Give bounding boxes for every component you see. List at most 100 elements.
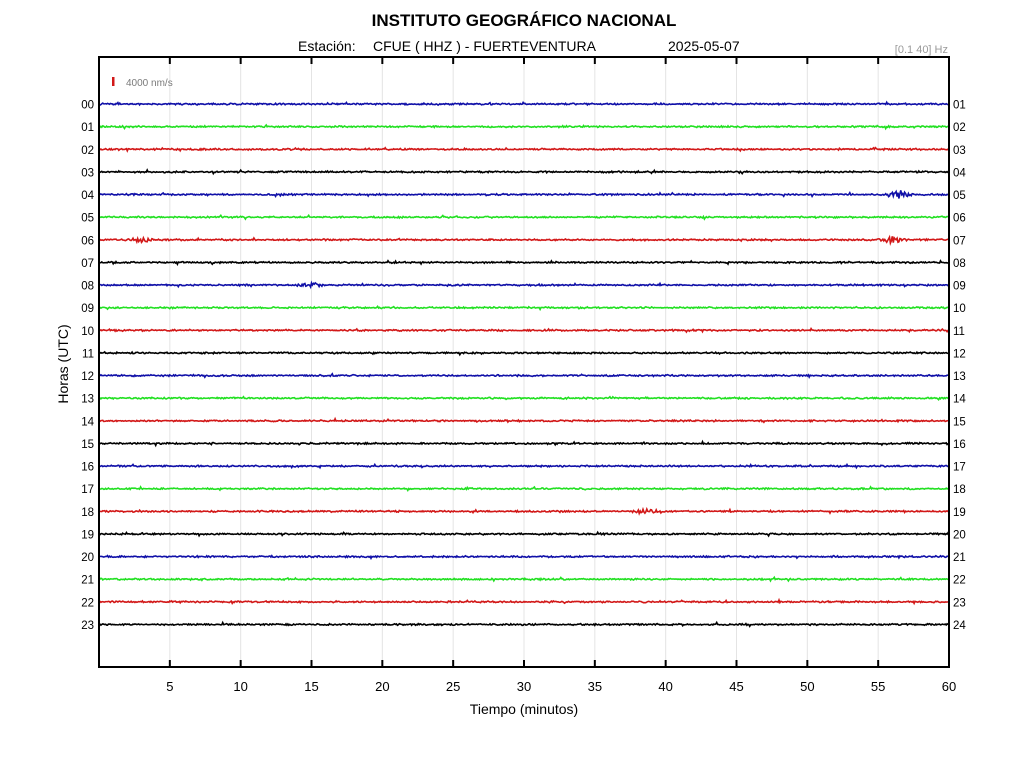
hour-label-right: 09 [953, 281, 966, 293]
hour-label-left: 10 [81, 326, 94, 338]
trace-hour-07 [98, 259, 950, 267]
station-label: Estación: [298, 38, 356, 54]
hour-label-left: 18 [81, 507, 94, 519]
x-tick-label: 45 [729, 679, 743, 694]
trace-hour-17 [98, 485, 950, 492]
hour-label-right: 03 [953, 145, 966, 157]
x-tick-label: 40 [658, 679, 672, 694]
trace-hour-08 [98, 280, 950, 290]
x-tick-label: 55 [871, 679, 885, 694]
trace-hour-03 [98, 168, 950, 176]
trace-hour-14 [98, 416, 950, 424]
hour-label-left: 22 [81, 597, 94, 609]
chart-title: INSTITUTO GEOGRÁFICO NACIONAL [372, 11, 677, 30]
x-tick-label: 25 [446, 679, 460, 694]
hour-label-left: 19 [81, 529, 94, 541]
hour-label-right: 13 [953, 371, 966, 383]
hour-label-right: 08 [953, 258, 966, 270]
hour-label-right: 10 [953, 303, 966, 315]
trace-hour-20 [98, 554, 950, 561]
filter-label: [0.1 40] Hz [895, 44, 948, 56]
axis-ticks [168, 57, 880, 667]
trace-hour-06 [98, 234, 950, 247]
trace-hour-23 [98, 620, 950, 628]
hour-label-left: 12 [81, 371, 94, 383]
hour-label-right: 18 [953, 484, 966, 496]
trace-hour-11 [98, 350, 950, 357]
hour-label-right: 16 [953, 439, 966, 451]
hour-label-left: 05 [81, 213, 94, 225]
hour-label-right: 12 [953, 348, 966, 360]
hour-label-right: 01 [953, 100, 966, 112]
hour-label-right: 14 [953, 394, 966, 406]
x-tick-labels: 5 10 15 20 25 30 35 40 45 50 55 60 [166, 679, 956, 694]
x-tick-label: 20 [375, 679, 389, 694]
right-hour-labels: 01 02 03 04 05 06 07 08 09 10 11 12 13 14 15 16 17 18 19 20… [953, 100, 966, 632]
trace-hour-00 [98, 100, 950, 107]
x-tick-label: 60 [942, 679, 956, 694]
hour-label-left: 07 [81, 258, 94, 270]
trace-hour-09 [98, 304, 950, 312]
scale-bar [112, 77, 115, 86]
station-name: CFUE ( HHZ ) - FUERTEVENTURA [373, 38, 597, 54]
hour-label-right: 11 [953, 326, 965, 338]
x-tick-label: 10 [233, 679, 247, 694]
hour-label-left: 08 [81, 281, 94, 293]
vertical-grid [169, 57, 879, 667]
hour-label-left: 17 [81, 484, 94, 496]
hour-label-left: 06 [81, 235, 94, 247]
trace-hour-19 [98, 530, 950, 538]
left-hour-labels: 00 01 02 03 04 05 06 07 08 09 10 11 12 13 14 15 16 17 18 19… [81, 100, 94, 632]
hour-label-left: 13 [81, 394, 94, 406]
hour-label-right: 06 [953, 213, 966, 225]
x-tick-label: 35 [588, 679, 602, 694]
scale-label: 4000 nm/s [126, 78, 173, 89]
hour-label-right: 22 [953, 575, 966, 587]
x-tick-label: 15 [304, 679, 318, 694]
trace-hour-01 [98, 123, 950, 131]
hour-label-left: 01 [81, 122, 94, 134]
hour-label-right: 17 [953, 462, 966, 474]
trace-hour-22 [98, 597, 950, 606]
x-axis-label: Tiempo (minutos) [470, 701, 578, 717]
hour-label-right: 04 [953, 167, 966, 179]
trace-hour-02 [98, 146, 950, 153]
date-label: 2025-05-07 [668, 38, 740, 54]
hour-label-left: 14 [81, 416, 94, 428]
trace-hour-15 [98, 439, 950, 448]
hour-label-left: 20 [81, 552, 94, 564]
trace-hour-10 [98, 326, 950, 334]
hour-label-right: 20 [953, 529, 966, 541]
hour-label-right: 19 [953, 507, 966, 519]
trace-hour-13 [98, 395, 950, 401]
hour-label-left: 16 [81, 462, 94, 474]
hour-label-left: 03 [81, 167, 94, 179]
hour-label-left: 04 [81, 190, 94, 202]
hour-label-left: 09 [81, 303, 94, 315]
hour-label-right: 21 [953, 552, 966, 564]
seismic-traces [98, 100, 950, 628]
x-tick-label: 50 [800, 679, 814, 694]
hour-label-right: 07 [953, 235, 966, 247]
hour-label-left: 23 [81, 620, 94, 632]
trace-hour-12 [98, 372, 950, 380]
hour-label-left: 00 [81, 100, 94, 112]
hour-label-right: 02 [953, 122, 966, 134]
x-tick-label: 30 [517, 679, 531, 694]
hour-label-right: 15 [953, 416, 966, 428]
hour-label-right: 24 [953, 620, 966, 632]
hour-label-left: 11 [82, 348, 94, 360]
hour-label-left: 02 [81, 145, 94, 157]
hour-label-right: 05 [953, 190, 966, 202]
x-tick-label: 5 [166, 679, 173, 694]
hour-label-right: 23 [953, 597, 966, 609]
hour-label-left: 15 [81, 439, 94, 451]
hour-label-left: 21 [81, 575, 94, 587]
trace-hour-16 [98, 462, 950, 470]
trace-hour-18 [98, 506, 950, 516]
trace-hour-04 [98, 189, 950, 200]
trace-hour-05 [98, 213, 950, 221]
trace-hour-21 [98, 575, 950, 583]
y-axis-label: Horas (UTC) [55, 324, 71, 403]
